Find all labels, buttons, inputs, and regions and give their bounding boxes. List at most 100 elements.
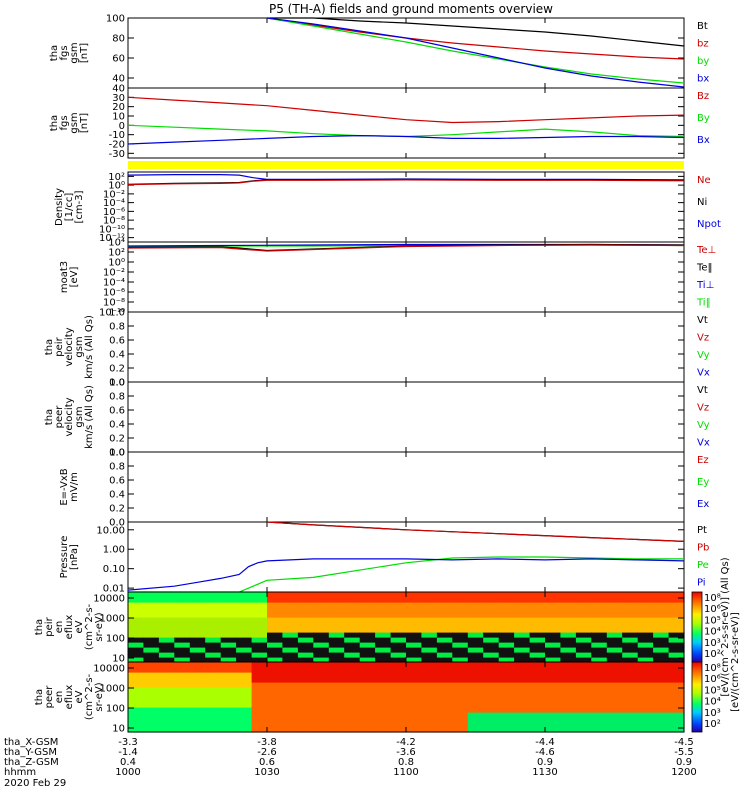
spectrogram-cell xyxy=(560,727,577,733)
spectrogram-cell xyxy=(545,612,561,618)
spectrogram-cell xyxy=(622,717,639,723)
ephemeris-value: 0.6 xyxy=(259,757,275,768)
spectrogram-cell xyxy=(174,622,191,628)
spectrogram-cell xyxy=(452,617,469,623)
spectrogram-cell xyxy=(452,687,469,693)
spectrogram-cell xyxy=(653,682,670,688)
spectrogram-cell xyxy=(406,682,422,688)
series-line-Pi xyxy=(127,558,685,591)
spectrogram-cell xyxy=(297,602,314,608)
spectrogram-cell xyxy=(220,722,237,728)
spectrogram-cell xyxy=(375,717,392,723)
spectrogram-cell xyxy=(297,667,314,673)
spectrogram-cell xyxy=(143,697,160,703)
spectrogram-cell xyxy=(158,712,175,718)
spectrogram-cell xyxy=(313,662,330,668)
panel-fgs-gsm: 40 60 80 100 tha fgs gsm [nT] Bt bz by bx xyxy=(49,14,709,89)
spectrogram-cell xyxy=(390,597,407,603)
spectrogram-cell xyxy=(189,637,206,643)
spectrogram-cell xyxy=(282,682,299,688)
y-axis-label: (cm^2-s- xyxy=(84,603,95,650)
y-axis-label: [nT] xyxy=(79,43,90,63)
spectrogram-cell xyxy=(591,612,608,618)
spectrogram-cell xyxy=(560,647,577,653)
spectrogram-cell xyxy=(174,712,191,718)
spectrogram-cell xyxy=(591,662,608,668)
spectrogram-cell xyxy=(375,727,392,733)
spectrogram-cell xyxy=(390,647,407,653)
spectrogram-cell xyxy=(575,667,592,673)
y-axis-label: peer xyxy=(44,685,55,709)
spectrogram-cell xyxy=(606,627,623,633)
spectrogram-cell xyxy=(282,592,299,598)
spectrogram-cell xyxy=(236,672,253,678)
spectrogram-cell xyxy=(575,642,592,648)
spectrogram-cell xyxy=(575,607,592,613)
spectrogram-cell xyxy=(143,597,160,603)
spectrogram-cell xyxy=(653,662,670,668)
legend-entry: Bz xyxy=(697,91,709,102)
spectrogram-cell xyxy=(158,722,175,728)
spectrogram-cell xyxy=(529,717,546,723)
spectrogram-cell xyxy=(575,692,592,698)
spectrogram-cell xyxy=(189,602,206,608)
colorbar-tick-label: 10⁴ xyxy=(704,697,721,708)
spectrogram-cell xyxy=(467,627,484,633)
spectrogram-cell xyxy=(236,602,253,608)
spectrogram-cell xyxy=(282,622,299,628)
spectrogram-cell xyxy=(668,662,685,668)
spectrogram-cell xyxy=(174,672,191,678)
spectrogram-cell xyxy=(498,622,515,628)
spectrogram-cell xyxy=(344,627,361,633)
y-axis-label: Density xyxy=(54,188,65,226)
spectrogram-cell xyxy=(359,662,376,668)
spectrogram-cell xyxy=(421,607,438,613)
spectrogram-cell xyxy=(328,677,345,683)
spectrogram-cell xyxy=(421,712,438,718)
spectrogram-cell xyxy=(483,657,500,663)
spectrogram-cell xyxy=(514,622,531,628)
spectrogram-cell xyxy=(282,717,299,723)
spectrogram-cell xyxy=(560,602,577,608)
spectrogram-cell xyxy=(483,692,500,698)
spectrogram-cell xyxy=(282,657,299,663)
spectrogram-cell xyxy=(560,627,577,633)
spectrogram-cell xyxy=(421,657,438,663)
spectrogram-cell xyxy=(637,657,654,663)
y-tick-label: 1000 xyxy=(100,614,125,625)
spectrogram-cell xyxy=(653,672,670,678)
spectrogram-cell xyxy=(251,682,268,688)
spectrogram-cell xyxy=(359,692,376,698)
spectrogram-cell xyxy=(205,722,222,728)
spectrogram-cell xyxy=(606,612,623,618)
spectrogram-cell xyxy=(467,722,484,728)
ephemeris-value: 0.9 xyxy=(537,757,553,768)
ephemeris-value: 0.4 xyxy=(120,757,136,768)
spectrogram-cell xyxy=(189,697,206,703)
spectrogram-cell xyxy=(313,687,330,693)
colorbar-scale xyxy=(691,661,703,733)
spectrogram-cell xyxy=(313,717,330,723)
spectrogram-cell xyxy=(189,617,206,623)
spectrogram-cell xyxy=(220,667,237,673)
spectrogram-cell xyxy=(158,627,175,633)
spectrogram-cell xyxy=(498,597,515,603)
spectrogram-cell xyxy=(514,712,531,718)
y-tick-label: 10000 xyxy=(93,594,125,605)
spectrogram-cell xyxy=(158,657,175,663)
spectrogram-cell xyxy=(313,622,330,628)
y-tick-label: 100 xyxy=(106,14,125,25)
spectrogram-cell xyxy=(560,687,577,693)
spectrogram-cell xyxy=(514,647,531,653)
spectrogram-cell xyxy=(467,677,484,683)
spectrogram-cell xyxy=(205,702,222,708)
spectrogram-cell xyxy=(297,702,314,708)
spectrogram-cell xyxy=(498,712,515,718)
spectrogram-cell xyxy=(282,612,299,618)
spectrogram-cell xyxy=(236,727,253,733)
y-tick-label: 10⁻¹⁰ xyxy=(99,224,125,235)
spectrogram-cell xyxy=(483,632,500,638)
spectrogram-cell xyxy=(189,677,206,683)
spectrogram-cell xyxy=(297,632,314,638)
spectrogram-cell xyxy=(653,677,670,683)
